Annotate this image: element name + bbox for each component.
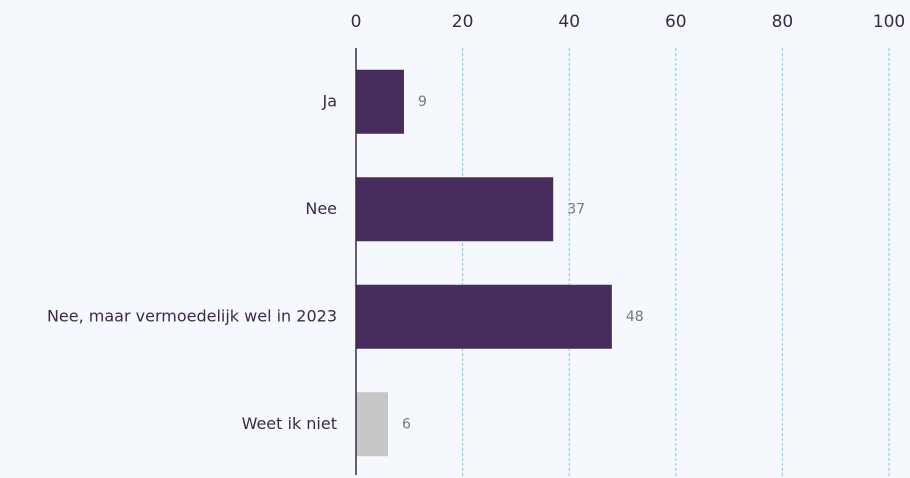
value-label: 6	[402, 416, 411, 432]
y-tick-label: Weet ik niet	[242, 414, 337, 433]
value-label: 9	[418, 94, 427, 110]
x-tick-label: 20	[452, 12, 474, 32]
y-tick-label: Ja	[321, 91, 337, 110]
bar	[356, 284, 612, 349]
bar	[356, 177, 554, 242]
value-label: 37	[567, 201, 585, 217]
x-tick-label: 40	[558, 12, 580, 32]
bar	[356, 392, 388, 457]
bar	[356, 69, 404, 134]
x-tick-label: 100	[873, 12, 905, 32]
y-tick-label: Nee, maar vermoedelijk wel in 2023	[47, 306, 337, 325]
x-tick-label: 0	[351, 12, 362, 32]
x-tick-label: 60	[665, 12, 687, 32]
y-tick-label: Nee	[305, 199, 337, 218]
x-tick-label: 80	[772, 12, 794, 32]
value-label: 48	[626, 309, 644, 325]
